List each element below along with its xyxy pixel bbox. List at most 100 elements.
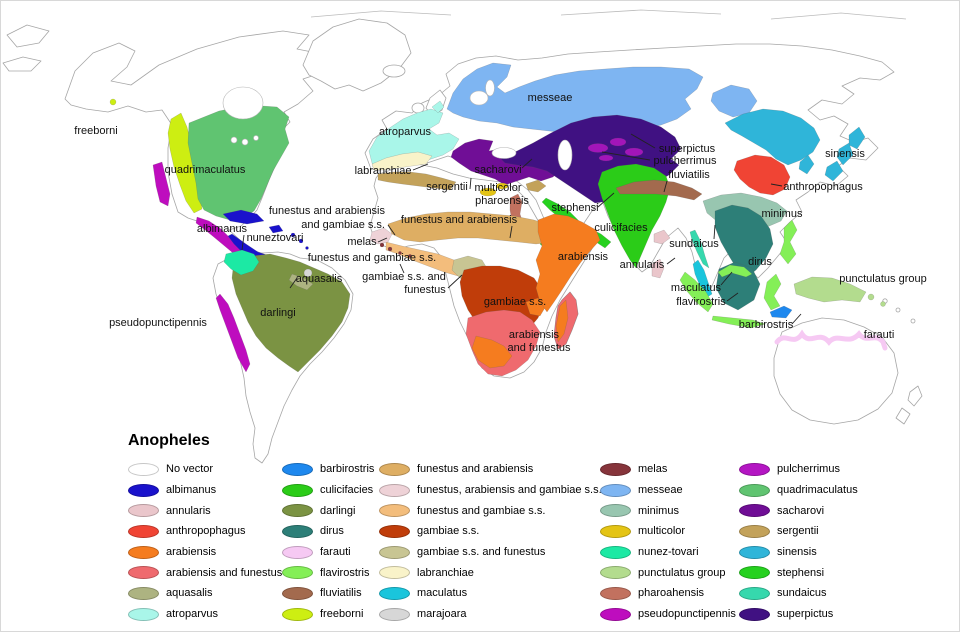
map-label-darlingi: darlingi bbox=[260, 307, 295, 319]
region-sundaicus bbox=[689, 229, 710, 269]
region-arabiensis-madagascar bbox=[555, 299, 569, 343]
region-pseudopunctipennis-texas bbox=[152, 161, 171, 207]
region-nunez-tovari bbox=[223, 249, 260, 276]
map-label-labranchiae: labranchiae bbox=[355, 165, 412, 177]
map-label-albimanus: albimanus bbox=[197, 223, 248, 235]
map-label-pharoensis: pharoensis bbox=[475, 195, 529, 207]
map-label-gambiae-s-s-: gambiae s.s. bbox=[484, 296, 546, 308]
region-albimanus-cuba bbox=[222, 209, 265, 225]
region-sinensis-japan3 bbox=[824, 160, 844, 182]
label-leader-line bbox=[377, 237, 388, 243]
map-label-sacharovi: sacharovi bbox=[474, 164, 521, 176]
arctic-coastlines bbox=[2, 9, 907, 72]
region-punctulatus-new-guinea bbox=[793, 276, 867, 303]
map-label-and-funestus: and funestus bbox=[508, 342, 571, 354]
map-label-atroparvus: atroparvus bbox=[379, 126, 431, 138]
map-label-stephensi: stephensi bbox=[551, 202, 598, 214]
label-leader-line bbox=[387, 224, 396, 236]
map-label-barbirostris: barbirostris bbox=[739, 319, 794, 331]
map-label-multicolor: multicolor bbox=[474, 182, 521, 194]
region-sinensis-japan2 bbox=[836, 142, 854, 166]
map-label-flavirostris: flavirostris bbox=[676, 296, 726, 308]
map-label-funestus-and-gambiae-s-s-: funestus and gambiae s.s. bbox=[308, 252, 436, 264]
label-leader-line bbox=[399, 263, 405, 274]
region-sergentii-levant bbox=[525, 179, 547, 193]
map-label-minimus: minimus bbox=[762, 208, 803, 220]
region-pulcherrimus bbox=[587, 137, 644, 162]
region-atroparvus-uk bbox=[431, 100, 445, 114]
region-sergentii bbox=[377, 171, 457, 191]
region-arabiensis-horn bbox=[535, 213, 601, 313]
region-sinensis-korea bbox=[798, 154, 815, 175]
map-label-annularis: annularis bbox=[620, 259, 665, 271]
label-leader-line bbox=[663, 180, 668, 193]
map-label-sundaicus: sundaicus bbox=[669, 238, 719, 250]
map-label-freeborni: freeborni bbox=[74, 125, 117, 137]
map-label-dirus: dirus bbox=[748, 256, 772, 268]
region-messeae bbox=[446, 62, 704, 136]
region-darlingi bbox=[231, 253, 351, 373]
label-leader-line bbox=[713, 224, 716, 240]
map-label-funestus: funestus bbox=[404, 284, 446, 296]
region-dirus-mainland bbox=[714, 204, 774, 279]
label-leader-line bbox=[726, 292, 739, 302]
great-lake2 bbox=[241, 138, 249, 146]
region-albimanus-hispaniola bbox=[268, 224, 284, 234]
baltic-sea bbox=[469, 90, 489, 106]
gulf-of-bothnia bbox=[485, 79, 495, 97]
region-farauti bbox=[774, 329, 888, 351]
map-label-gambiae-s-s-and: gambiae s.s. and bbox=[362, 271, 446, 283]
label-leader-line bbox=[447, 274, 463, 289]
new-zealand-south-outline bbox=[895, 407, 911, 425]
label-leader-line bbox=[469, 177, 472, 190]
label-leader-line bbox=[509, 225, 513, 239]
map-label-melas: melas bbox=[347, 236, 377, 248]
label-leader-line bbox=[241, 234, 245, 251]
map-label-anthropophagus: anthropophagus bbox=[783, 181, 863, 193]
label-leader-line bbox=[601, 151, 651, 161]
label-leader-line bbox=[666, 257, 676, 265]
iceland-outline bbox=[382, 64, 406, 78]
label-leader-line bbox=[521, 158, 533, 169]
map-label-funestus-and-arabiensis: funestus and arabiensis bbox=[401, 214, 518, 226]
region-flavirostris-sulawesi bbox=[763, 273, 782, 311]
greenland-outline bbox=[302, 18, 412, 92]
map-label-maculatus: maculatus bbox=[671, 282, 722, 294]
map-label-nuneztovari: nuneztovari bbox=[247, 232, 304, 244]
map-label-farauti: farauti bbox=[864, 329, 895, 341]
region-multicolor2 bbox=[495, 182, 509, 190]
map-label-funestus-and-arabiensis: funestus and arabiensis bbox=[269, 205, 386, 217]
region-barbirostris-timor bbox=[769, 305, 793, 319]
map-label-punctulatus-group: punctulatus group bbox=[839, 273, 926, 285]
region-flavirostris-borneo-coast bbox=[717, 264, 753, 278]
map-label-arabiensis: arabiensis bbox=[558, 251, 609, 263]
great-lake1 bbox=[230, 136, 238, 144]
region-flavirostris-philippines bbox=[779, 219, 798, 265]
label-leader-line bbox=[412, 163, 429, 171]
map-label-culicifacies: culicifacies bbox=[594, 222, 648, 234]
map-label-sinensis: sinensis bbox=[825, 148, 865, 160]
label-leader-line bbox=[720, 271, 733, 286]
region-freeborni bbox=[167, 112, 203, 214]
hudson-bay bbox=[222, 86, 264, 120]
region-quadrimaculatus bbox=[187, 104, 290, 221]
map-label-pseudopunctipennis: pseudopunctipennis bbox=[109, 317, 207, 329]
region-pseudopunctipennis-andes bbox=[215, 293, 251, 373]
map-label-superpictus: superpictus bbox=[659, 143, 716, 155]
region-fluviatilis bbox=[615, 179, 703, 201]
map-labels-layer: freeborni quadrimaculatus albimanusnunezto… bbox=[74, 92, 926, 354]
label-leader-line bbox=[597, 192, 615, 208]
region-aquasalis bbox=[288, 273, 314, 291]
map-label-and-gambiae-s-s-: and gambiae s.s. bbox=[301, 219, 385, 231]
label-leader-line bbox=[770, 183, 783, 187]
map-label-messeae: messeae bbox=[528, 92, 573, 104]
region-funestus-arabiensis-gambiae bbox=[369, 227, 393, 245]
great-lake3 bbox=[253, 135, 259, 141]
region-arabiensis-south1 bbox=[471, 335, 513, 369]
map-label-aquasalis: aquasalis bbox=[296, 273, 343, 285]
region-annularis-ne-india bbox=[653, 229, 671, 245]
region-flavirostris-java bbox=[711, 315, 766, 329]
map-label-arabiensis: arabiensis bbox=[509, 329, 560, 341]
